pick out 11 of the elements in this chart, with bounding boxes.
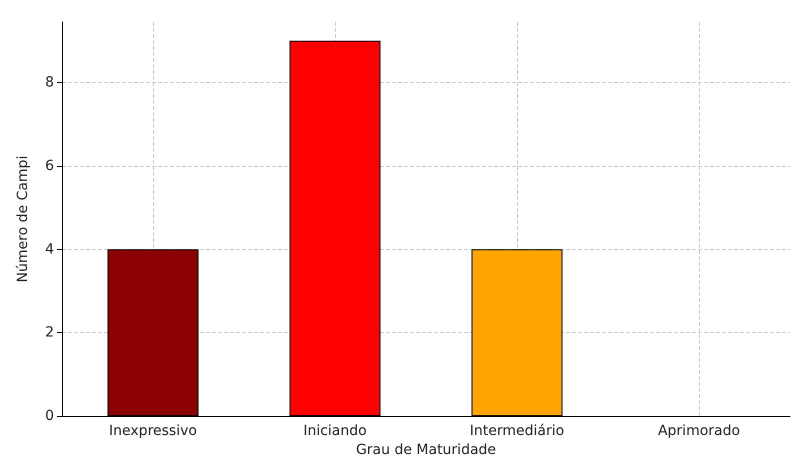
x-tick-label: Iniciando (303, 423, 367, 440)
y-tick-label: 8 (45, 74, 54, 90)
x-tick-label: Intermediário (470, 423, 564, 440)
y-tick-label: 2 (45, 324, 54, 341)
y-axis-title: Número de Campi (15, 156, 31, 282)
y-tick-label: 4 (45, 241, 54, 258)
x-tick-label: Aprimorado (658, 423, 740, 440)
y-tick-label: 0 (45, 408, 54, 424)
x-tick-label: Inexpressivo (109, 423, 197, 440)
y-tick-label: 6 (45, 158, 54, 174)
x-axis-title: Grau de Maturidade (356, 442, 496, 458)
